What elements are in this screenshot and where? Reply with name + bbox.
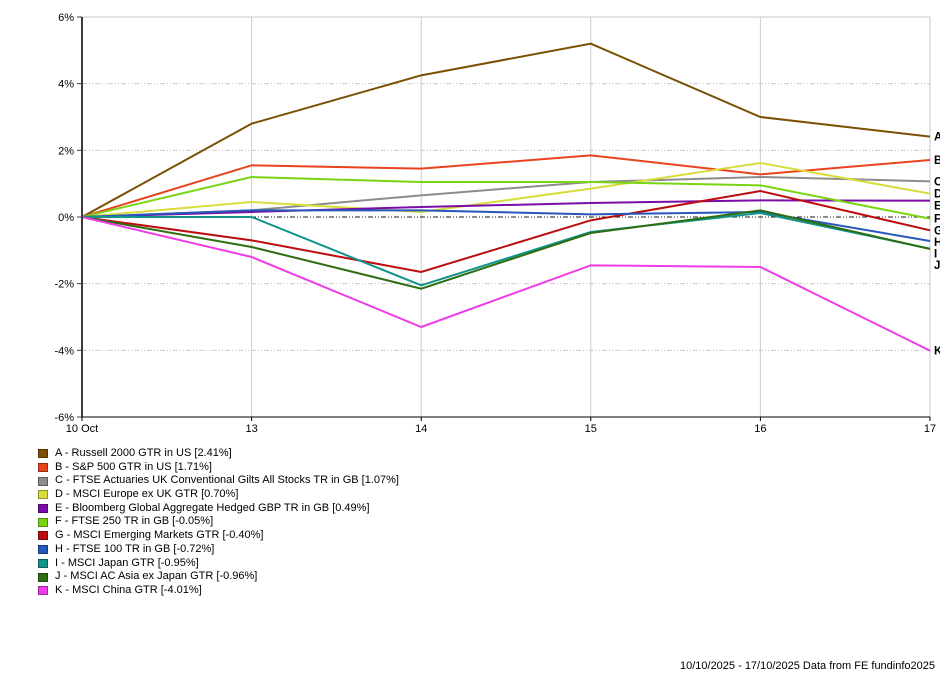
legend-swatch-F <box>38 517 48 527</box>
legend-label-J: J - MSCI AC Asia ex Japan GTR [-0.96%] <box>55 570 258 583</box>
series-end-label-G: G <box>934 225 940 237</box>
legend-item-I: I - MSCI Japan GTR [-0.95%] <box>38 557 399 571</box>
x-axis-label: 16 <box>754 423 766 435</box>
series-line-K <box>81 216 931 352</box>
legend-item-E: E - Bloomberg Global Aggregate Hedged GB… <box>38 502 399 516</box>
series-line-D <box>81 161 931 218</box>
series-end-label-H: H <box>934 237 940 249</box>
legend-label-E: E - Bloomberg Global Aggregate Hedged GB… <box>55 501 370 514</box>
y-axis-label: -2% <box>54 279 74 291</box>
legend-swatch-G <box>38 531 48 541</box>
footer-date-range: 10/10/2025 - 17/10/2025 Data from FE fun… <box>679 660 935 672</box>
y-axis-label: 0% <box>58 212 74 224</box>
legend-swatch-K <box>38 586 48 596</box>
legend-label-K: K - MSCI China GTR [-4.01%] <box>55 583 202 596</box>
legend-label-C: C - FTSE Actuaries UK Conventional Gilts… <box>55 474 399 487</box>
y-axis-label: -4% <box>54 345 74 357</box>
legend-swatch-E <box>38 504 48 514</box>
legend-item-B: B - S&P 500 GTR in US [1.71%] <box>38 461 399 475</box>
y-axis-label: 6% <box>58 12 74 24</box>
series-end-label-J: J <box>934 260 940 272</box>
legend-swatch-A <box>38 449 48 459</box>
legend-item-A: A - Russell 2000 GTR in US [2.41%] <box>38 447 399 461</box>
series-end-label-C: C <box>934 176 940 188</box>
x-axis-label: 17 <box>924 423 936 435</box>
chart-legend: A - Russell 2000 GTR in US [2.41%] B - S&… <box>38 447 399 598</box>
legend-item-J: J - MSCI AC Asia ex Japan GTR [-0.96%] <box>38 570 399 584</box>
legend-label-D: D - MSCI Europe ex UK GTR [0.70%] <box>55 488 239 501</box>
series-end-label-B: B <box>934 155 940 167</box>
legend-swatch-H <box>38 545 48 555</box>
series-end-label-A: A <box>934 132 940 144</box>
series-end-label-F: F <box>934 214 940 226</box>
legend-label-B: B - S&P 500 GTR in US [1.71%] <box>55 460 212 473</box>
legend-item-F: F - FTSE 250 TR in GB [-0.05%] <box>38 515 399 529</box>
legend-swatch-I <box>38 558 48 568</box>
legend-item-H: H - FTSE 100 TR in GB [-0.72%] <box>38 543 399 557</box>
legend-label-G: G - MSCI Emerging Markets GTR [-0.40%] <box>55 529 264 542</box>
series-line-J <box>81 209 931 290</box>
legend-item-G: G - MSCI Emerging Markets GTR [-0.40%] <box>38 529 399 543</box>
legend-item-C: C - FTSE Actuaries UK Conventional Gilts… <box>38 474 399 488</box>
legend-label-H: H - FTSE 100 TR in GB [-0.72%] <box>55 542 215 555</box>
series-line-A <box>81 42 931 218</box>
series-end-label-D: D <box>934 189 940 201</box>
series-end-label-I: I <box>934 249 937 261</box>
y-axis-label: 4% <box>58 79 74 91</box>
series-line-I <box>82 211 931 287</box>
x-axis-label: 13 <box>245 423 257 435</box>
legend-swatch-B <box>38 463 48 473</box>
series-line-B <box>81 154 931 218</box>
series-end-label-E: E <box>934 200 940 212</box>
series-line-F <box>81 175 931 220</box>
x-axis-label: 10 Oct <box>66 423 98 435</box>
legend-item-K: K - MSCI China GTR [-4.01%] <box>38 584 399 598</box>
y-axis-label: 2% <box>58 145 74 157</box>
y-axis-label: -6% <box>54 412 74 424</box>
legend-swatch-D <box>38 490 48 500</box>
series-end-label-K: K <box>934 346 940 358</box>
legend-item-D: D - MSCI Europe ex UK GTR [0.70%] <box>38 488 399 502</box>
series-line-H <box>81 209 931 242</box>
series-line-G <box>81 189 931 274</box>
legend-swatch-C <box>38 476 48 486</box>
x-axis-label: 14 <box>415 423 427 435</box>
x-axis-label: 15 <box>585 423 597 435</box>
legend-label-A: A - Russell 2000 GTR in US [2.41%] <box>55 447 232 459</box>
series-line-E <box>81 199 931 218</box>
legend-label-F: F - FTSE 250 TR in GB [-0.05%] <box>55 515 214 528</box>
legend-swatch-J <box>38 572 48 582</box>
legend-label-I: I - MSCI Japan GTR [-0.95%] <box>55 556 199 569</box>
